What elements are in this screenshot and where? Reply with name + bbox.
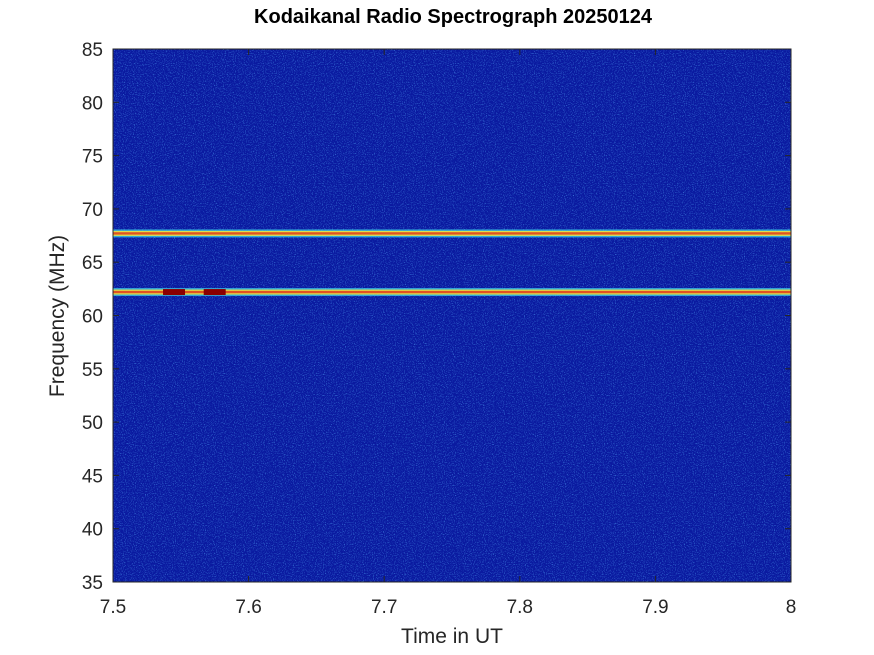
- y-tick-label: 75: [82, 147, 103, 168]
- x-tick-label: 7.5: [100, 597, 126, 618]
- y-tick-label: 80: [82, 93, 103, 114]
- hotspots-layer: [163, 289, 226, 296]
- y-axis-label: Frequency (MHz): [46, 235, 69, 397]
- y-tick-label: 40: [82, 520, 103, 541]
- y-tick-label: 60: [82, 307, 103, 328]
- y-axis-ticks: 35 40 45 50 55 60 65 70 75 80 85: [82, 40, 791, 594]
- x-tick-label: 8: [786, 597, 797, 618]
- plot-noise: [113, 49, 791, 582]
- y-tick-label: 70: [82, 200, 103, 221]
- x-tick-label: 7.9: [642, 597, 668, 618]
- y-tick-label: 35: [82, 573, 103, 594]
- y-tick-label: 85: [82, 40, 103, 61]
- band-0: [113, 229, 791, 238]
- band-1: [113, 288, 791, 297]
- x-axis-label: Time in UT: [401, 625, 503, 648]
- chart-title: Kodaikanal Radio Spectrograph 20250124: [254, 6, 653, 28]
- bands-layer: [113, 229, 791, 297]
- x-tick-label: 7.7: [371, 597, 397, 618]
- y-tick-label: 50: [82, 413, 103, 434]
- y-tick-label: 65: [82, 253, 103, 274]
- plot-area: [112, 48, 792, 583]
- x-tick-label: 7.8: [507, 597, 533, 618]
- hot-spot-0: [163, 289, 186, 296]
- x-axis-ticks: 7.5 7.6 7.7 7.8 7.9 8: [100, 49, 797, 618]
- y-tick-label: 55: [82, 360, 103, 381]
- y-tick-label: 45: [82, 466, 103, 487]
- x-tick-label: 7.6: [235, 597, 261, 618]
- hot-spot-1: [203, 289, 226, 296]
